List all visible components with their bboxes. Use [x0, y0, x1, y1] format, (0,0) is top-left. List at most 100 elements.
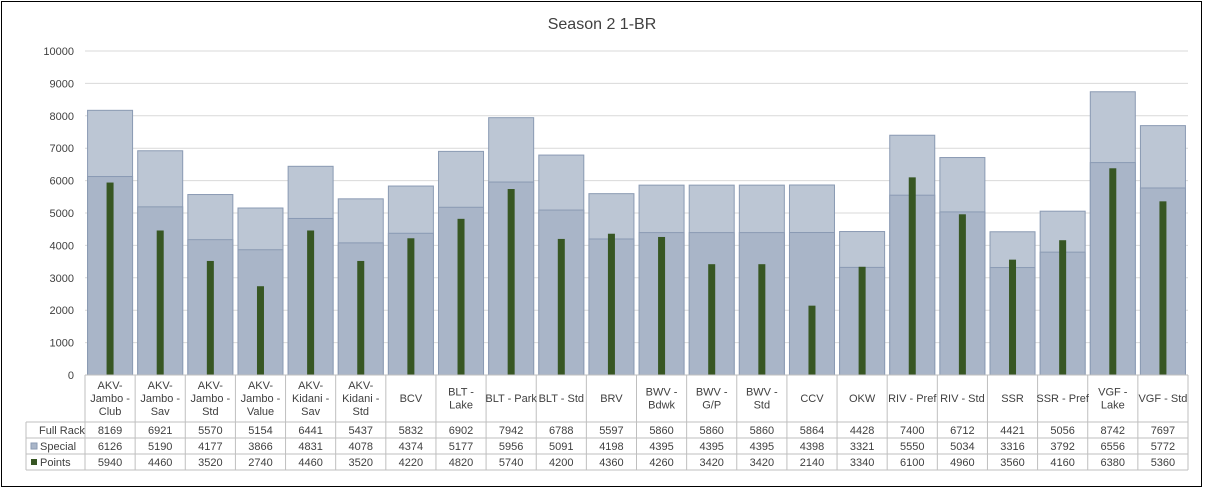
data-label: 4395 — [750, 441, 774, 453]
data-label: 4460 — [298, 457, 322, 469]
bar-points — [708, 264, 716, 375]
category-label: Jambo - — [140, 393, 180, 405]
data-label: 6556 — [1101, 441, 1125, 453]
data-label: 3520 — [198, 457, 222, 469]
data-label: 6380 — [1101, 457, 1125, 469]
category-label: AKV- — [298, 380, 323, 392]
data-label: 4200 — [549, 457, 573, 469]
category-label: BLT - Park — [485, 393, 537, 405]
bar-points — [658, 236, 666, 375]
data-label: 7942 — [499, 425, 523, 437]
data-label: 4398 — [800, 441, 824, 453]
y-tick-label: 2000 — [50, 305, 74, 317]
category-label: AKV- — [248, 380, 273, 392]
category-label: AKV- — [98, 380, 123, 392]
data-label: 5597 — [599, 425, 623, 437]
y-tick-label: 0 — [68, 370, 74, 382]
data-label: 5437 — [349, 425, 373, 437]
bar-points — [808, 305, 816, 375]
category-label: BWV - — [746, 387, 778, 399]
data-label: 6921 — [148, 425, 172, 437]
data-label: 5360 — [1151, 457, 1175, 469]
data-label: 5091 — [549, 441, 573, 453]
y-tick-label: 6000 — [50, 176, 74, 188]
data-label: 6902 — [449, 425, 473, 437]
legend-label: Special — [40, 441, 76, 453]
data-label: 5177 — [449, 441, 473, 453]
category-label: BWV - — [696, 387, 728, 399]
y-tick-label: 5000 — [50, 208, 74, 220]
legend-key-points — [31, 459, 37, 465]
y-tick-label: 10000 — [43, 46, 74, 58]
data-label: 5860 — [750, 425, 774, 437]
category-label: Lake — [1101, 400, 1125, 412]
data-label: 4220 — [399, 457, 423, 469]
data-label: 4960 — [950, 457, 974, 469]
category-label: RIV - Pref — [888, 393, 937, 405]
category-label: Kidani - — [342, 393, 380, 405]
category-label: Std — [754, 400, 771, 412]
data-label: 8169 — [98, 425, 122, 437]
bar-points — [457, 218, 465, 375]
bar-points — [106, 182, 114, 375]
category-label: BLT - Std — [539, 393, 584, 405]
bar-points — [1109, 168, 1117, 375]
data-label: 4421 — [1000, 425, 1024, 437]
category-label: VGF - Std — [1138, 393, 1187, 405]
data-label: 4460 — [148, 457, 172, 469]
data-label: 4078 — [349, 441, 373, 453]
category-label: AKV- — [148, 380, 173, 392]
y-tick-label: 8000 — [50, 111, 74, 123]
data-label: 6712 — [950, 425, 974, 437]
category-label: SSR - Pref — [1036, 393, 1090, 405]
data-label: 3420 — [699, 457, 723, 469]
data-label: 4374 — [399, 441, 423, 453]
bar-points — [256, 286, 264, 375]
bar-points — [858, 266, 866, 375]
data-label: 5956 — [499, 441, 523, 453]
category-label: Jambo - — [241, 393, 281, 405]
legend-label: Full Rack — [39, 425, 85, 437]
y-tick-label: 7000 — [50, 143, 74, 155]
data-label: 5550 — [900, 441, 924, 453]
category-label: Value — [247, 406, 274, 418]
bars — [85, 91, 1188, 376]
bar-points — [607, 233, 615, 375]
category-label: BWV - — [646, 387, 678, 399]
data-label: 5860 — [699, 425, 723, 437]
category-label: VGF - — [1098, 387, 1128, 399]
bar-points — [407, 238, 415, 375]
data-label: 4160 — [1050, 457, 1074, 469]
category-label: BLT - — [448, 387, 474, 399]
data-label: 3321 — [850, 441, 874, 453]
data-label: 5570 — [198, 425, 222, 437]
category-label: BRV — [600, 393, 623, 405]
category-label: Jambo - — [190, 393, 230, 405]
bar-points — [1009, 259, 1017, 375]
category-label: Bdwk — [648, 400, 675, 412]
chart-title: Season 2 1-BR — [548, 16, 657, 33]
data-label: 5860 — [649, 425, 673, 437]
category-label: RIV - Std — [940, 393, 985, 405]
category-label: AKV- — [348, 380, 373, 392]
data-label: 4260 — [649, 457, 673, 469]
bar-points — [1159, 201, 1167, 375]
data-label: 7400 — [900, 425, 924, 437]
data-label: 5940 — [98, 457, 122, 469]
bar-points — [908, 177, 916, 375]
category-label: Std — [202, 406, 219, 418]
category-label: Std — [352, 406, 369, 418]
y-tick-label: 1000 — [50, 338, 74, 350]
data-label: 6441 — [298, 425, 322, 437]
data-label: 3866 — [248, 441, 272, 453]
data-label: 5154 — [248, 425, 272, 437]
legend-label: Points — [40, 457, 71, 469]
category-label: BCV — [400, 393, 423, 405]
category-label: SSR — [1001, 393, 1024, 405]
data-label: 5740 — [499, 457, 523, 469]
data-label: 4831 — [298, 441, 322, 453]
data-label: 5056 — [1050, 425, 1074, 437]
category-label: Sav — [151, 406, 170, 418]
